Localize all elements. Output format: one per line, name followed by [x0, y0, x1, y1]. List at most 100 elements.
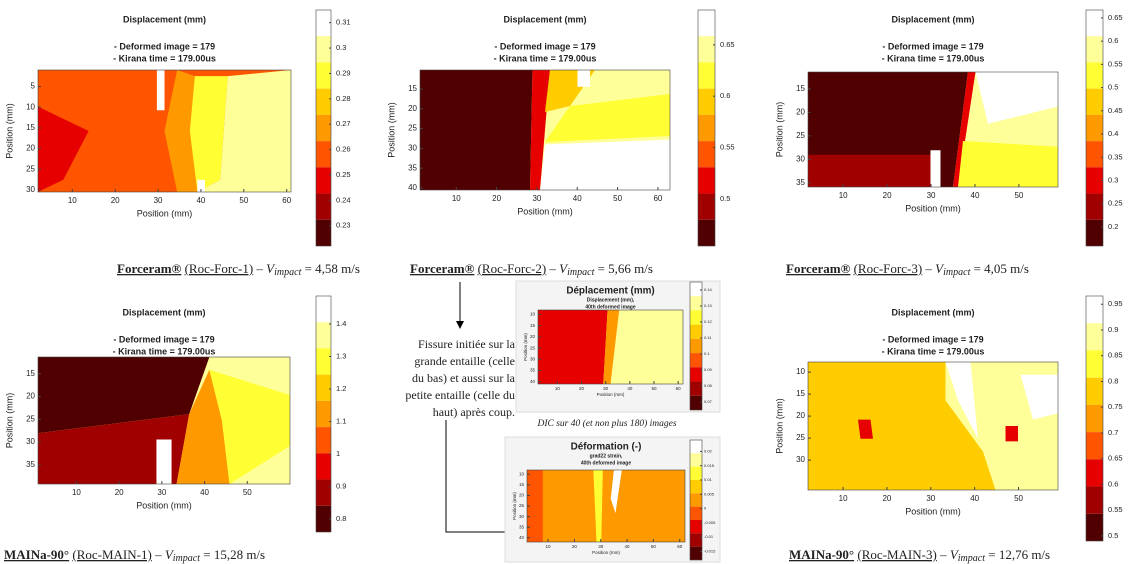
y-tick-label: 20: [26, 144, 35, 153]
panel: Déformation (-)grad22 strain,40th deform…: [504, 436, 721, 563]
panel-subtitle: - Deformed image = 179: [882, 334, 983, 344]
note: Fissure initiée sur la grande entaille (…: [405, 337, 515, 419]
colorbar-band: [1086, 219, 1103, 246]
caption: MAINa-90° (Roc-MAIN-3) – Vimpact = 12,76…: [789, 547, 1050, 564]
field-region: [38, 106, 89, 192]
x-axis-label: Position (mm): [905, 203, 961, 213]
colorbar-band: [1086, 513, 1103, 541]
colorbar-band: [690, 296, 702, 311]
caption-part: MAINa-90°: [4, 547, 69, 562]
field-region: [197, 179, 205, 192]
panel-subtitle: 40th deformed image: [585, 304, 636, 310]
colorbar-tick-label: 0.27: [336, 119, 351, 128]
colorbar-tick-label: -0.005: [704, 520, 716, 525]
colorbar-band: [316, 374, 331, 401]
panel-title: Displacement (mm): [891, 307, 974, 317]
colorbar-band: [698, 141, 715, 168]
y-axis-label: Position (mm): [774, 398, 784, 454]
panel-title: Displacement (mm): [503, 14, 586, 24]
y-tick-label: 35: [519, 524, 525, 529]
field-region: [945, 362, 978, 439]
y-tick-label: 15: [530, 323, 536, 328]
colorbar-band: [1086, 36, 1103, 63]
y-tick-label: 25: [26, 414, 35, 423]
caption-part: V: [266, 261, 276, 276]
y-tick-label: 15: [408, 84, 417, 93]
colorbar-tick-label: 0.015: [704, 463, 715, 468]
field-region: [538, 310, 608, 384]
caption-part: impact: [274, 267, 301, 278]
y-tick-label: 15: [519, 482, 525, 487]
y-tick-label: 20: [519, 493, 525, 498]
colorbar-tick-label: 0: [704, 506, 707, 511]
colorbar-band: [1086, 432, 1103, 460]
colorbar-tick-label: 0.5: [720, 194, 730, 203]
colorbar-frame: [315, 9, 332, 247]
x-tick-label: 10: [839, 191, 848, 200]
caption-part: = 15,28 m/s: [203, 547, 265, 562]
colorbar-tick-label: 0.23: [336, 221, 351, 230]
colorbar-tick-label: 1.1: [336, 416, 346, 425]
colorbar-band: [698, 36, 715, 63]
colorbar-band: [698, 219, 715, 246]
colorbar-band: [316, 10, 331, 37]
field-region: [209, 369, 290, 484]
inset-caption: DIC sur 40 (et non plus 180) images: [536, 418, 676, 429]
caption-part: = 4,05 m/s: [974, 261, 1029, 276]
y-tick-label: 20: [408, 104, 417, 113]
x-tick-label: 50: [613, 194, 622, 203]
colorbar-tick-label: 0.08: [704, 383, 713, 388]
colorbar-band: [698, 62, 715, 89]
field-region: [808, 362, 996, 490]
caption: MAINa-90° (Roc-MAIN-1) – Vimpact = 15,28…: [4, 547, 265, 564]
field-region: [593, 470, 603, 542]
plot-frame: [37, 356, 291, 485]
colorbar-tick-label: 0.95: [1108, 299, 1123, 308]
panel-subtitle: - Kirana time = 179.00us: [882, 346, 985, 356]
x-tick-label: 40: [196, 196, 205, 205]
colorbar-tick-label: 0.55: [720, 142, 735, 151]
x-tick-label: 40: [573, 194, 582, 203]
field-region: [164, 70, 198, 192]
y-tick-label: 40: [408, 183, 417, 192]
caption-part: = 5,66 m/s: [598, 261, 653, 276]
panel: Displacement (mm) - Deformed image = 179 -…: [774, 295, 1123, 564]
colorbar-band: [316, 453, 331, 480]
field-region: [545, 94, 670, 142]
colorbar-band: [690, 466, 702, 480]
panel-title: Déformation (-): [571, 442, 642, 453]
colorbar-tick-label: 0.6: [720, 91, 730, 100]
caption-part: impact: [173, 553, 200, 564]
note-line: haut) après coup.: [433, 405, 515, 419]
colorbar-band: [690, 381, 702, 396]
colorbar-tick-label: 0.5: [1108, 83, 1118, 92]
x-tick-label: 40: [625, 544, 631, 549]
y-axis-label: Position (mm): [774, 102, 784, 158]
y-axis-label: Position (mm): [512, 492, 517, 520]
caption-part: V: [950, 547, 960, 562]
colorbar-frame: [697, 9, 716, 247]
x-tick-label: 60: [677, 544, 683, 549]
y-tick-label: 25: [519, 503, 525, 508]
panel-subtitle: - Kirana time = 179.00us: [882, 53, 985, 63]
field-region: [540, 139, 670, 190]
colorbar-band: [698, 167, 715, 194]
field-region: [527, 470, 543, 542]
x-axis-label: Position (mm): [517, 206, 573, 216]
panel-subtitle: grad22 strain,: [590, 453, 623, 459]
colorbar-tick-label: 1: [336, 449, 340, 458]
y-tick-label: 30: [796, 455, 805, 464]
colorbar-tick-label: 0.35: [1108, 152, 1123, 161]
panel-subtitle: - Deformed image = 179: [494, 41, 595, 51]
colorbar-tick-label: 0.11: [704, 335, 712, 340]
colorbar-tick-label: 0.8: [1108, 376, 1118, 385]
x-axis-label: Position (mm): [136, 500, 192, 510]
colorbar-band: [690, 546, 702, 560]
colorbar-tick-label: 0.26: [336, 145, 351, 154]
x-tick-label: 40: [200, 488, 209, 497]
colorbar-band: [1086, 10, 1103, 37]
panel: Déplacement (mm)Displacement (mm),40th d…: [515, 280, 721, 413]
x-tick-label: 30: [927, 191, 936, 200]
colorbar-band: [316, 322, 331, 349]
colorbar-band: [690, 453, 702, 467]
